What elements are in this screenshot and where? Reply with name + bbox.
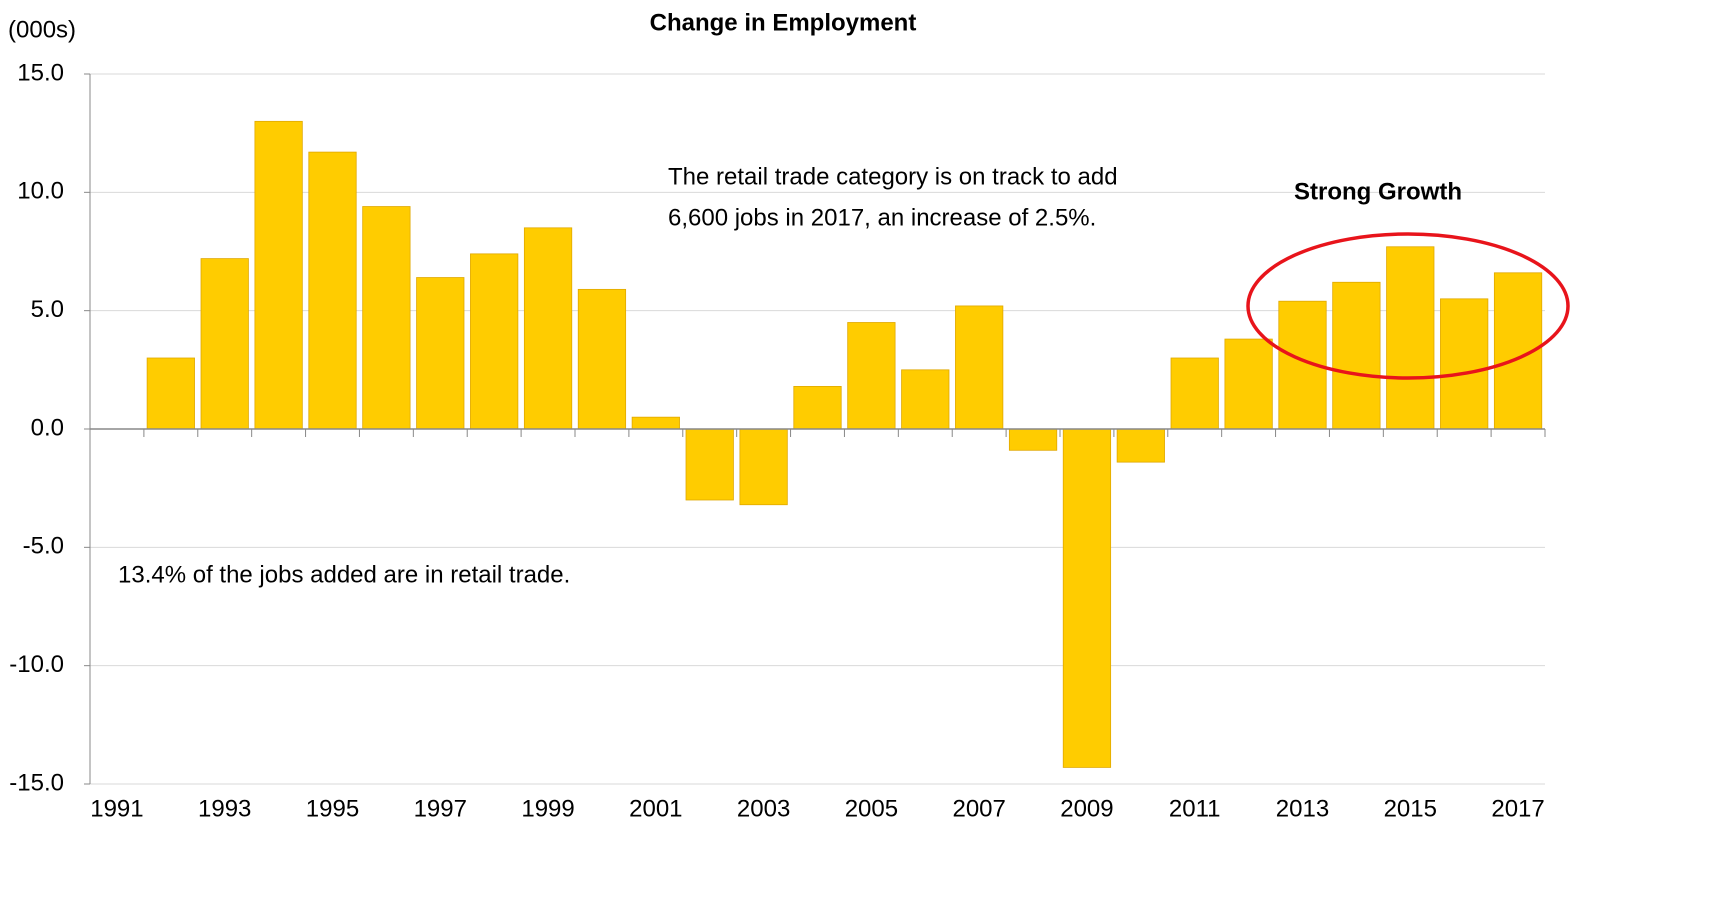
bar	[1062, 428, 1112, 768]
bar	[1170, 357, 1219, 430]
x-tick-label: 2003	[737, 795, 790, 822]
bar	[1224, 338, 1273, 430]
bar	[685, 428, 734, 501]
bar	[793, 385, 842, 430]
x-tick-label: 1993	[198, 795, 251, 822]
y-tick-label: 0.0	[31, 414, 64, 441]
bar	[308, 151, 357, 430]
x-tick-label: 1999	[521, 795, 574, 822]
bar	[1386, 246, 1435, 430]
bar	[1440, 298, 1489, 430]
bar	[1116, 428, 1165, 463]
y-tick-label: -5.0	[23, 533, 64, 560]
bar	[901, 369, 950, 430]
bar	[847, 322, 896, 430]
x-tick-label: 1997	[414, 795, 467, 822]
y-tick-label: 15.0	[17, 59, 64, 86]
bar	[739, 428, 788, 506]
highlight-ellipse	[1246, 232, 1570, 380]
annotation: Strong Growth	[1294, 178, 1462, 205]
annotation: 6,600 jobs in 2017, an increase of 2.5%.	[668, 204, 1096, 231]
bar	[577, 288, 627, 430]
y-tick-label: -15.0	[9, 769, 64, 796]
x-tick-label: 2009	[1060, 795, 1113, 822]
bar	[955, 305, 1004, 430]
x-tick-label: 2007	[952, 795, 1005, 822]
y-axis-label: (000s)	[8, 16, 76, 43]
bar	[254, 120, 303, 430]
bar	[200, 258, 249, 430]
x-tick-label: 2015	[1384, 795, 1437, 822]
annotation: The retail trade category is on track to…	[668, 163, 1118, 190]
bar	[523, 227, 573, 430]
bar	[362, 206, 411, 430]
annotation: 13.4% of the jobs added are in retail tr…	[118, 561, 570, 588]
bar	[631, 416, 680, 430]
x-tick-label: 2013	[1276, 795, 1329, 822]
bar	[1332, 281, 1381, 430]
bar	[470, 253, 519, 430]
y-tick-label: 5.0	[31, 296, 64, 323]
y-tick-label: -10.0	[9, 651, 64, 678]
x-tick-label: 2017	[1491, 795, 1544, 822]
x-tick-label: 2001	[629, 795, 682, 822]
x-tick-label: 1991	[90, 795, 143, 822]
x-tick-label: 2011	[1169, 795, 1221, 822]
y-tick-label: 10.0	[17, 178, 64, 205]
chart-title: Change in Employment	[650, 9, 917, 36]
bar	[416, 277, 465, 430]
bar	[1008, 428, 1058, 451]
bar	[146, 357, 195, 430]
x-tick-label: 2005	[845, 795, 898, 822]
x-tick-label: 1995	[306, 795, 359, 822]
